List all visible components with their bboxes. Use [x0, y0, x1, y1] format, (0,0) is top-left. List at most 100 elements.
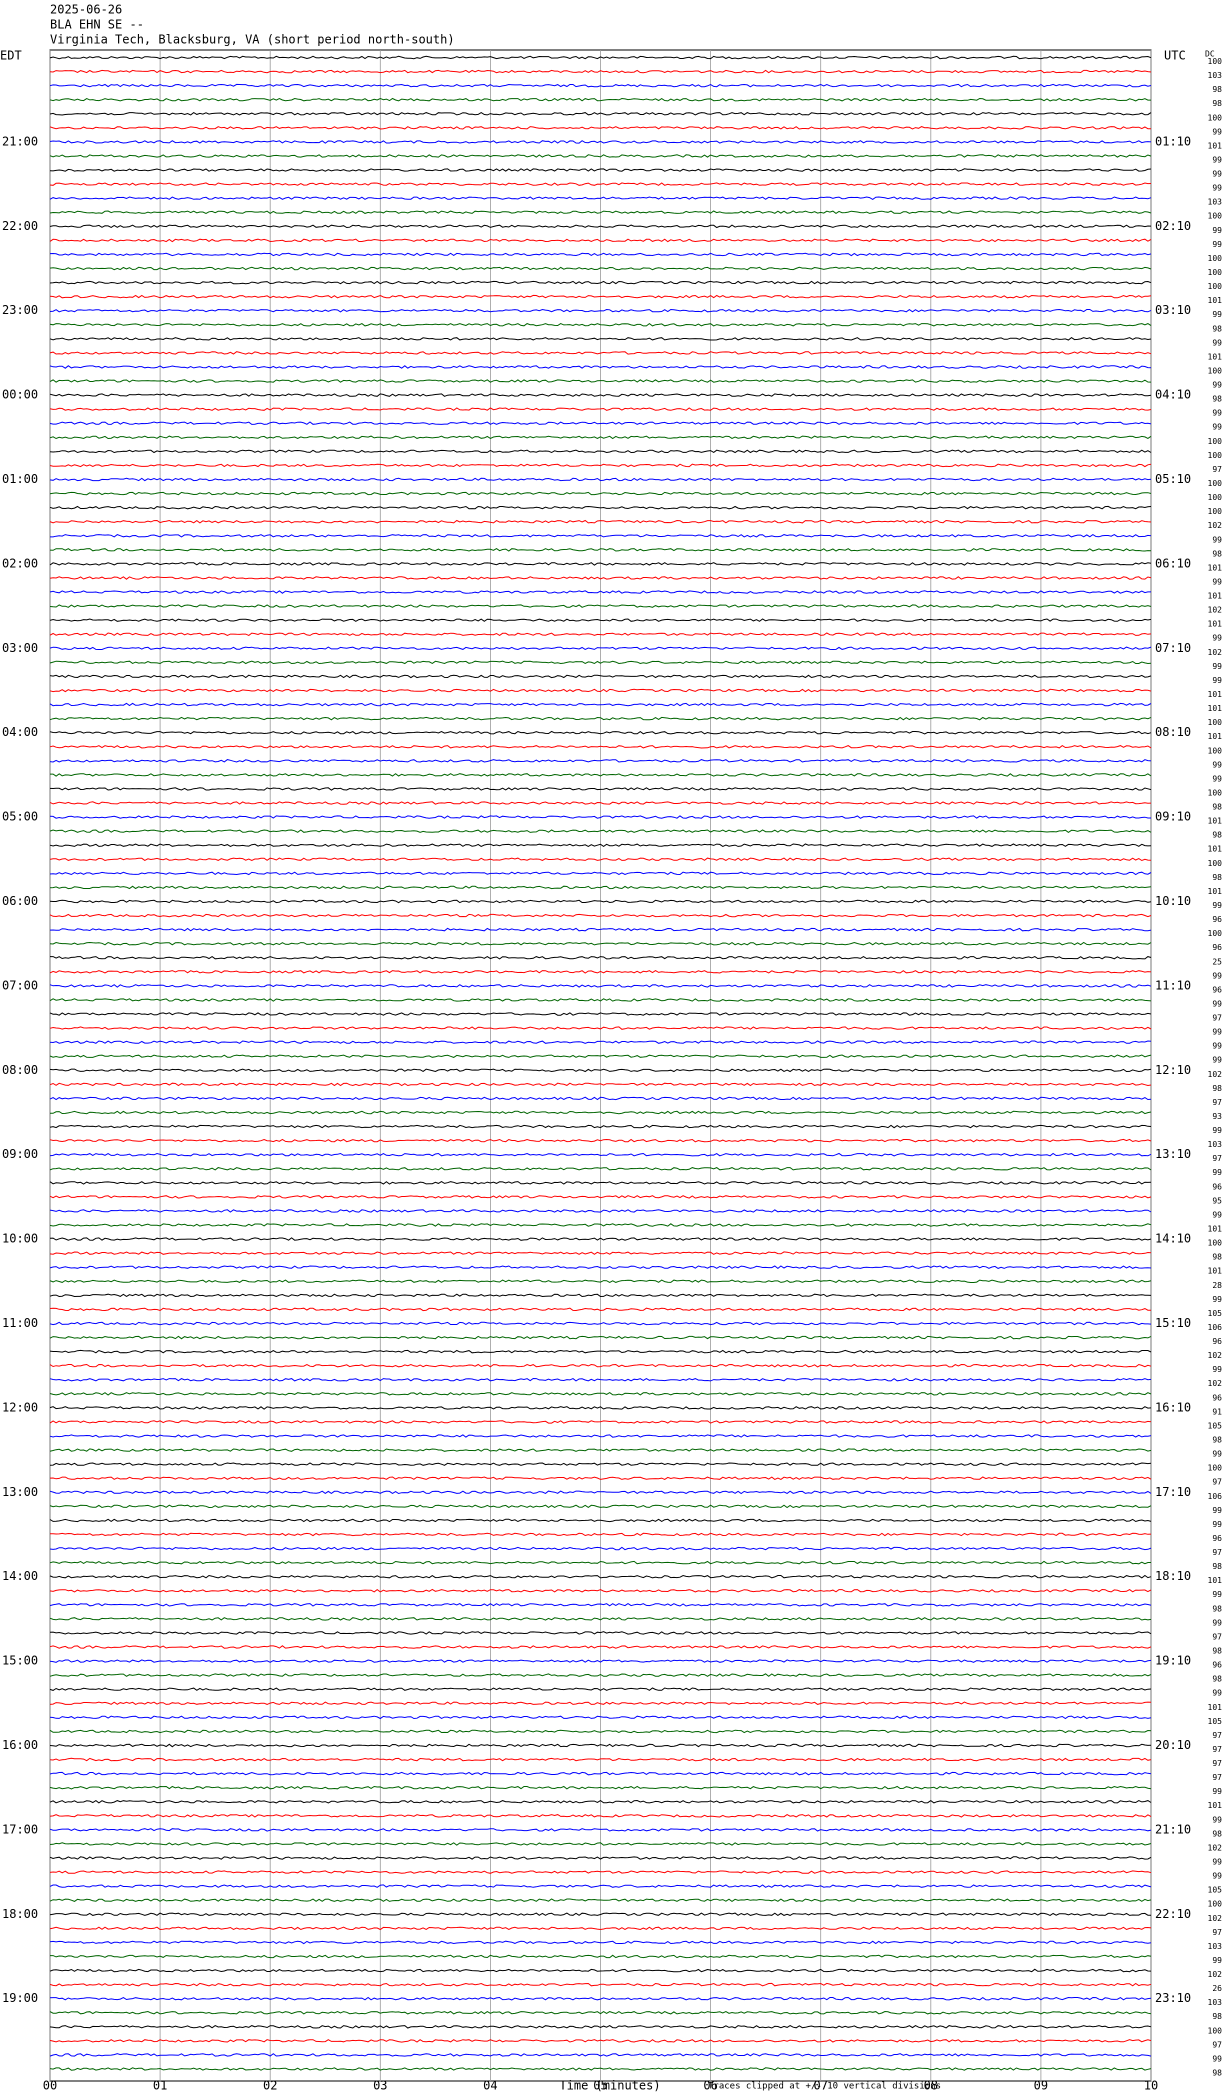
trace: [49, 1926, 1152, 1931]
trace: [49, 477, 1152, 482]
x-tick-label: 08: [924, 2079, 938, 2093]
trace: [49, 1068, 1152, 1073]
trace: [49, 1546, 1152, 1551]
trace: [49, 1223, 1152, 1227]
dc-value: 106: [1208, 1323, 1223, 1332]
trace: [49, 618, 1152, 622]
dc-value: 100: [1208, 268, 1223, 277]
trace: [49, 1912, 1151, 1917]
dc-value: 98: [1212, 395, 1222, 404]
right-time-label: 21:10: [1155, 1822, 1191, 1836]
dc-value: 100: [1208, 746, 1223, 755]
dc-value: 99: [1212, 127, 1222, 136]
trace: [49, 1279, 1152, 1283]
dc-value: 99: [1212, 1956, 1222, 1965]
trace: [49, 1392, 1152, 1396]
dc-value: 101: [1208, 620, 1223, 629]
dc-value: 98: [1212, 99, 1222, 108]
dc-value: 102: [1208, 648, 1223, 657]
trace: [50, 1954, 1152, 1959]
trace: [50, 956, 1152, 960]
dc-value: 98: [1212, 549, 1222, 558]
trace: [49, 449, 1152, 454]
right-time-label: 17:10: [1155, 1485, 1191, 1499]
dc-value: 99: [1212, 1787, 1222, 1796]
dc-value: 99: [1212, 901, 1222, 910]
trace: [49, 1026, 1152, 1030]
dc-value: 99: [1212, 774, 1222, 783]
right-time-label: 07:10: [1155, 641, 1191, 655]
dc-value: 97: [1212, 1928, 1222, 1937]
dc-value: 99: [1212, 1210, 1222, 1219]
location: Virginia Tech, Blacksburg, VA (short per…: [50, 33, 455, 47]
left-time-label: 23:00: [2, 303, 38, 317]
right-time-label: 20:10: [1155, 1738, 1191, 1752]
left-time-label: 00:00: [2, 388, 38, 402]
dc-value: 100: [1208, 929, 1223, 938]
dc-value: 98: [1212, 1647, 1222, 1656]
trace: [49, 1701, 1152, 1705]
trace: [49, 505, 1152, 510]
footnote: Traces clipped at +/- 10 vertical divisi…: [708, 2082, 941, 2092]
trace: [49, 97, 1151, 102]
dc-value: 99: [1212, 760, 1222, 769]
dc-value: 98: [1212, 803, 1222, 812]
dc-value: 100: [1208, 366, 1223, 375]
trace: [49, 759, 1152, 763]
trace: [49, 1898, 1152, 1903]
station: BLA EHN SE --: [50, 18, 144, 32]
left-time-label: 18:00: [2, 1907, 38, 1921]
left-time-label: 16:00: [2, 1738, 38, 1752]
dc-value: 99: [1212, 409, 1222, 418]
x-tick-label: 06: [703, 2079, 717, 2093]
trace: [49, 1982, 1152, 1987]
right-time-label: 05:10: [1155, 472, 1191, 486]
right-time-label: 04:10: [1155, 388, 1191, 402]
left-time-label: 01:00: [2, 472, 38, 486]
trace: [49, 984, 1152, 988]
right-time-label: 22:10: [1155, 1907, 1191, 1921]
dc-value: 98: [1212, 1253, 1222, 1262]
trace: [49, 632, 1152, 636]
dc-value: 103: [1208, 198, 1223, 207]
dc-value: 97: [1212, 1098, 1222, 1107]
x-axis-label: Time (minutes): [559, 2079, 660, 2093]
right-time-label: 08:10: [1155, 725, 1191, 739]
trace: [49, 294, 1152, 299]
dc-value: 99: [1212, 2054, 1222, 2063]
left-time-label: 04:00: [2, 725, 38, 739]
dc-value: 98: [1212, 1084, 1222, 1093]
trace: [49, 1588, 1152, 1593]
dc-value: 28: [1212, 1281, 1222, 1290]
dc-value: 98: [1212, 1604, 1222, 1613]
trace: [49, 1856, 1152, 1860]
right-time-label: 10:10: [1155, 894, 1191, 908]
dc-value: 99: [1212, 577, 1222, 586]
trace: [49, 1377, 1152, 1382]
dc-value: 101: [1208, 704, 1223, 713]
dc-value: 101: [1208, 296, 1223, 305]
dc-value: 102: [1208, 606, 1223, 615]
trace: [49, 519, 1152, 524]
trace: [49, 210, 1152, 215]
dc-value: 101: [1208, 141, 1223, 150]
trace: [49, 885, 1152, 890]
trace: [49, 548, 1152, 552]
dc-value: 99: [1212, 1056, 1222, 1065]
trace: [49, 1251, 1152, 1255]
x-tick-label: 01: [153, 2079, 167, 2093]
trace: [49, 1715, 1152, 1720]
trace: [49, 1349, 1152, 1354]
dc-value: 100: [1208, 437, 1223, 446]
dc-value: 99: [1212, 1858, 1222, 1867]
dc-value: 99: [1212, 184, 1222, 193]
dc-value: 100: [1208, 282, 1223, 291]
dc-value: 96: [1212, 943, 1222, 952]
dc-value: 97: [1212, 1548, 1222, 1557]
left-time-label: 14:00: [2, 1569, 38, 1583]
dc-value: 100: [1208, 1239, 1223, 1248]
trace: [49, 463, 1152, 468]
dc-value: 99: [1212, 1126, 1222, 1135]
trace: [49, 1082, 1152, 1087]
trace: [49, 674, 1152, 679]
